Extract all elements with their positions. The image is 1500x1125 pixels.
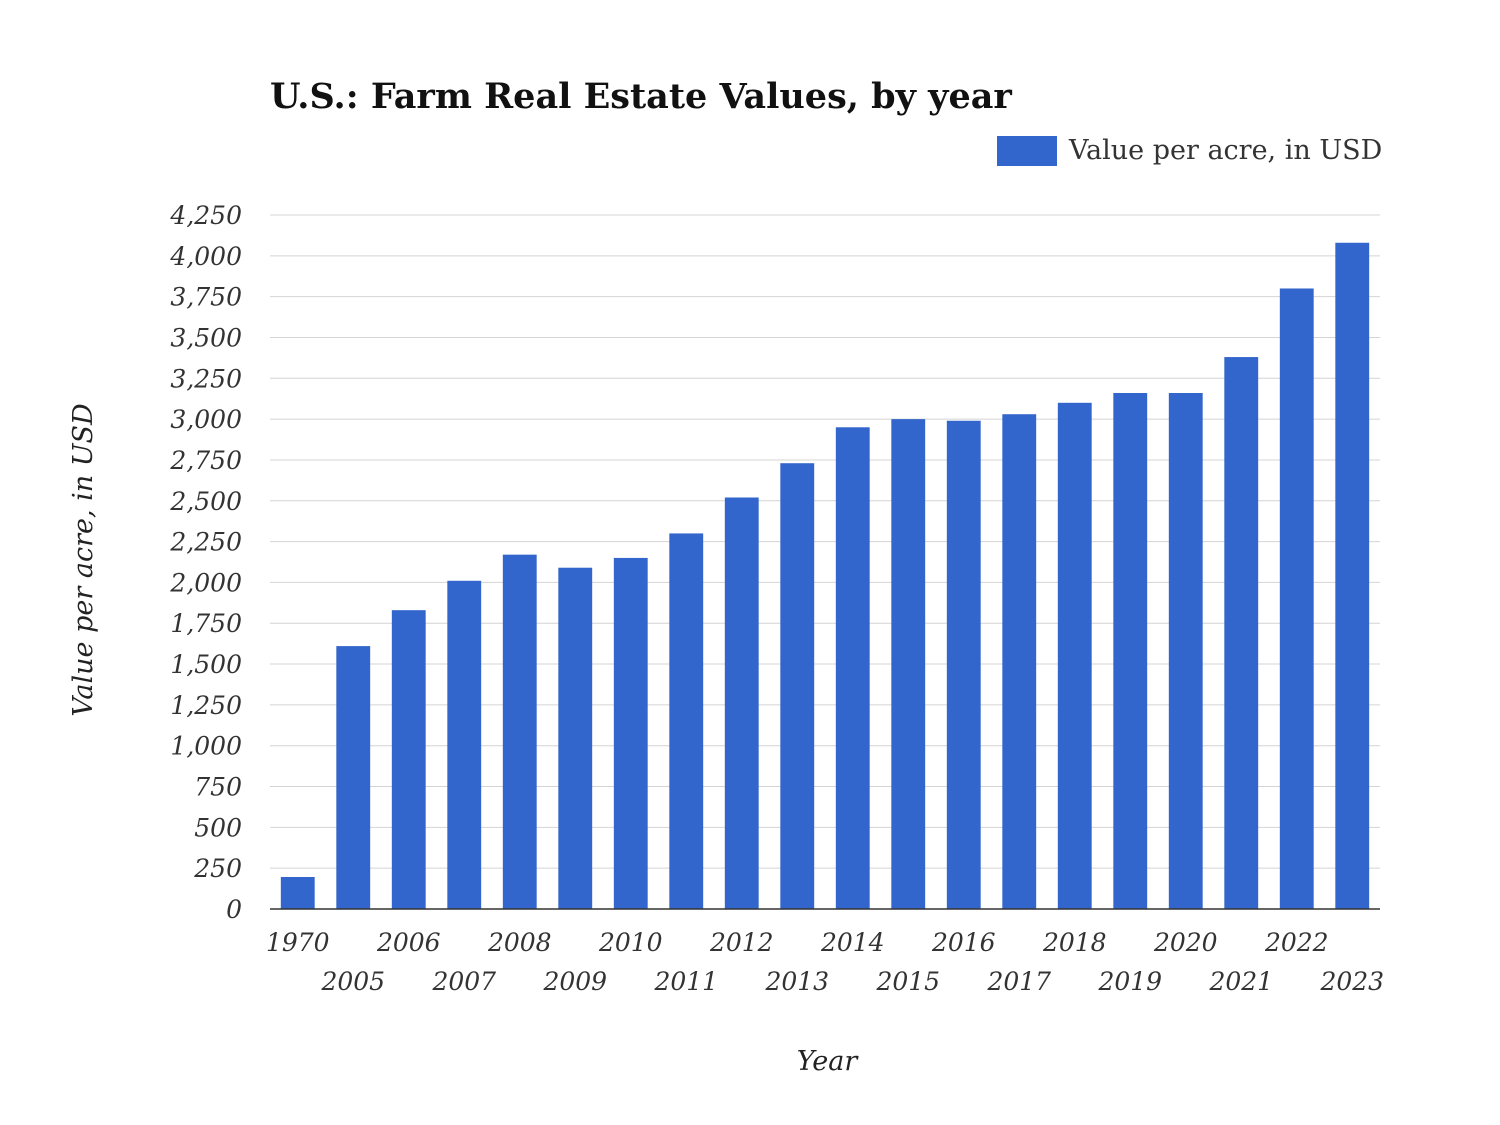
bar [724, 497, 759, 909]
x-tick-label: 2021 [1208, 967, 1273, 996]
y-tick-label: 3,500 [170, 323, 242, 352]
y-tick-label: 2,250 [169, 528, 242, 557]
x-tick-label: 2019 [1097, 967, 1162, 996]
y-tick-label: 3,750 [170, 283, 242, 312]
y-tick-label: 1,500 [170, 650, 242, 679]
y-tick-label: 2,500 [169, 487, 242, 516]
x-tick-label: 2005 [320, 967, 385, 996]
y-tick-label: 4,000 [169, 242, 242, 271]
x-tick-label: 2007 [431, 967, 496, 996]
y-tick-label: 0 [226, 895, 242, 924]
y-axis-ticks: 0 250 500 750 1,000 1,250 1,500 1,750 2,000 2,250… [169, 201, 242, 924]
bar [391, 610, 426, 909]
y-tick-label: 500 [194, 813, 242, 842]
x-tick-label: 1970 [266, 928, 330, 957]
x-tick-label: 2017 [986, 967, 1051, 996]
legend-swatch [997, 136, 1057, 166]
x-tick-label: 2014 [820, 928, 885, 957]
bar [447, 580, 482, 909]
bar [336, 646, 371, 909]
bar [946, 420, 981, 909]
y-tick-label: 2,000 [169, 568, 242, 597]
x-tick-label: 2018 [1042, 928, 1107, 957]
bar [1002, 414, 1037, 909]
bar [280, 876, 315, 909]
y-tick-label: 3,250 [170, 364, 242, 393]
y-tick-label: 250 [193, 854, 242, 883]
chart-title: U.S.: Farm Real Estate Values, by year [270, 76, 1012, 117]
bars [280, 242, 1370, 909]
x-axis-ticks: 1970 2005 2006 2007 2008 2009 2010 2011 2012 2013… [266, 928, 1384, 996]
bar [1335, 242, 1370, 909]
x-tick-label: 2013 [764, 967, 829, 996]
x-tick-label: 2006 [376, 928, 441, 957]
x-tick-label: 2012 [709, 928, 774, 957]
x-tick-label: 2022 [1264, 928, 1329, 957]
bar [502, 554, 537, 909]
y-axis-label: Value per acre, in USD [68, 403, 99, 717]
bar [1057, 402, 1092, 909]
gridlines [270, 214, 1380, 869]
x-axis-label: Year [797, 1046, 860, 1077]
y-tick-label: 3,000 [170, 405, 242, 434]
y-tick-label: 4,250 [169, 201, 242, 230]
x-tick-label: 2015 [875, 967, 940, 996]
bar [780, 463, 815, 909]
bar [669, 533, 704, 909]
bar [1279, 288, 1314, 909]
x-tick-label: 2008 [487, 928, 552, 957]
bar [1113, 392, 1148, 909]
x-tick-label: 2011 [653, 967, 718, 996]
bar [891, 419, 926, 909]
y-tick-label: 1,250 [170, 691, 242, 720]
x-tick-label: 2023 [1319, 967, 1384, 996]
bar [1224, 357, 1259, 909]
y-tick-label: 1,750 [170, 609, 242, 638]
x-tick-label: 2009 [542, 967, 607, 996]
bar [1168, 392, 1203, 909]
y-tick-label: 750 [194, 773, 242, 802]
y-tick-label: 2,750 [169, 446, 242, 475]
bar [613, 557, 648, 909]
legend: Value per acre, in USD [997, 135, 1382, 166]
bar [558, 567, 593, 909]
y-tick-label: 1,000 [170, 732, 242, 761]
bar [835, 427, 870, 909]
x-tick-label: 2016 [931, 928, 996, 957]
x-tick-label: 2020 [1153, 928, 1218, 957]
legend-label: Value per acre, in USD [1068, 135, 1382, 166]
x-tick-label: 2010 [598, 928, 663, 957]
